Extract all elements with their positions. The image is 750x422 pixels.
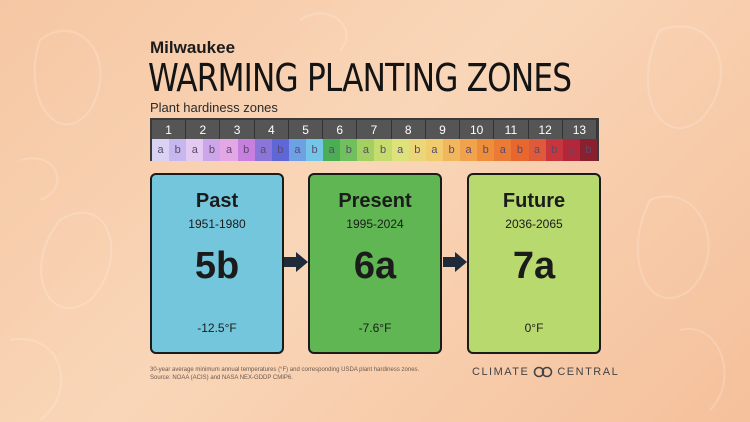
- zone-half-a: a: [494, 139, 512, 161]
- climate-central-logo: CLIMATE CENTRAL: [472, 366, 619, 378]
- footnote-source: Source: NOAA (ACIS) and NASA NEX-GDDP CM…: [150, 375, 293, 381]
- zone-half-a: a: [323, 139, 341, 161]
- zone-half-b: b: [271, 139, 289, 161]
- footnote: 30-year average minimum annual temperatu…: [150, 366, 419, 382]
- zone-number: 9: [425, 120, 461, 139]
- zone-half-a: a: [562, 139, 580, 161]
- hardiness-zone-scale: 1 2 3 4 5 6 7 8 9 10 11 12 13 a b a b a b a b a b a b a b a b a b a b a b a…: [150, 118, 599, 161]
- zone-half-b: b: [374, 139, 392, 161]
- zone-number: 10: [460, 120, 495, 139]
- logo-text-right: CENTRAL: [557, 366, 620, 378]
- zone-half-a: a: [391, 139, 409, 161]
- card-zone: 7a: [512, 245, 556, 287]
- card-years: 2036-2065: [505, 217, 563, 231]
- card-years: 1951-1980: [188, 217, 246, 231]
- logo-text-left: CLIMATE: [472, 366, 530, 378]
- zone-half-b: b: [545, 139, 563, 161]
- zone-number: 3: [220, 120, 255, 139]
- zone-half-a: a: [288, 139, 307, 161]
- card-zone: 6a: [353, 245, 397, 287]
- page-title: WARMING PLANTING ZONES: [148, 56, 572, 100]
- card-temp: -12.5°F: [197, 321, 237, 335]
- past-zone-card: Past 1951-1980 5b -12.5°F: [150, 173, 284, 354]
- zone-half-b: b: [442, 139, 461, 161]
- footnote-line: 30-year average minimum annual temperatu…: [150, 367, 420, 373]
- zone-number: 11: [494, 120, 529, 139]
- zone-half-b: b: [169, 139, 187, 161]
- card-name: Past: [195, 190, 239, 212]
- city-label: Milwaukee: [150, 38, 236, 57]
- zone-number: 2: [186, 120, 221, 139]
- zone-half-a: a: [254, 139, 272, 161]
- card-years: 1995-2024: [346, 217, 404, 231]
- arrow-right-icon: [284, 252, 308, 272]
- zone-half-b: b: [511, 139, 529, 161]
- future-zone-card: Future 2036-2065 7a 0°F: [467, 173, 601, 354]
- zone-half-b: b: [579, 139, 597, 161]
- card-temp: 0°F: [524, 321, 544, 335]
- zone-half-b: b: [340, 139, 358, 161]
- present-zone-card: Present 1995-2024 6a -7.6°F: [308, 173, 442, 354]
- zone-number: 13: [562, 120, 597, 139]
- zone-half-a: a: [425, 139, 443, 161]
- zone-half-a: a: [152, 139, 170, 161]
- logo-rings-icon: [534, 366, 553, 378]
- zone-number: 4: [254, 120, 289, 139]
- zone-half-a: a: [528, 139, 546, 161]
- zone-number: 7: [357, 120, 392, 139]
- card-name: Future: [502, 190, 566, 212]
- zone-half-b: b: [408, 139, 426, 161]
- card-zone: 5b: [194, 245, 240, 287]
- zone-half-a: a: [460, 139, 478, 161]
- zone-half-b: b: [306, 139, 324, 161]
- zone-number: 6: [323, 120, 358, 139]
- zone-number: 12: [528, 120, 563, 139]
- zone-half-a: a: [186, 139, 204, 161]
- zone-half-b: b: [203, 139, 221, 161]
- arrow-right-icon: [443, 252, 467, 272]
- zone-half-a: a: [357, 139, 375, 161]
- zone-number: 5: [288, 120, 324, 139]
- card-temp: -7.6°F: [358, 321, 392, 335]
- zone-half-a: a: [220, 139, 238, 161]
- scale-subtitle: Plant hardiness zones: [150, 100, 278, 115]
- zone-half-b: b: [237, 139, 255, 161]
- zone-number: 1: [152, 120, 187, 139]
- card-name: Present: [338, 190, 412, 212]
- zone-number: 8: [391, 120, 426, 139]
- zone-half-b: b: [477, 139, 495, 161]
